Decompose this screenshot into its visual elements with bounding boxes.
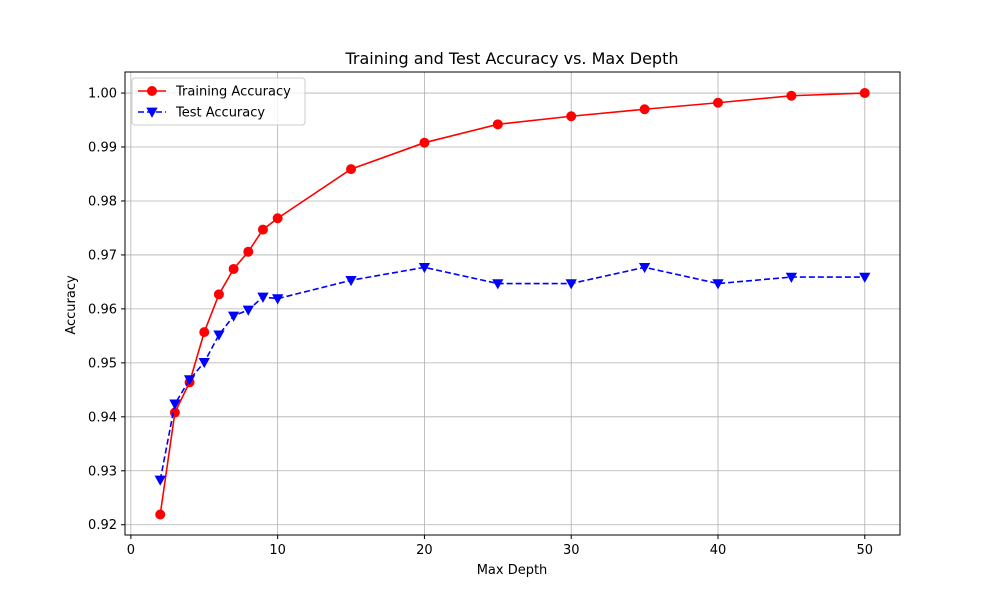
series-layer	[154, 88, 871, 520]
legend-entry: Training Accuracy	[138, 85, 291, 100]
series-training-accuracy	[155, 88, 870, 520]
data-point	[272, 213, 283, 224]
legend-box	[131, 77, 306, 126]
data-point	[243, 246, 254, 257]
legend: Training Accuracy Test Accuracy	[131, 77, 306, 126]
data-point	[492, 279, 504, 290]
plot-area	[125, 72, 900, 535]
data-point	[228, 263, 239, 274]
data-point	[565, 279, 577, 290]
y-axis-label: Accuracy	[64, 275, 79, 335]
data-point	[213, 330, 225, 341]
data-point	[566, 111, 577, 122]
data-point	[155, 509, 166, 520]
x-tick-label: 30	[563, 543, 580, 558]
data-point	[272, 294, 284, 305]
data-point	[257, 224, 268, 235]
data-point	[257, 292, 269, 303]
y-tick-label: 0.93	[88, 464, 117, 479]
data-point	[638, 263, 651, 274]
x-tick-label: 10	[269, 543, 286, 558]
grid	[125, 72, 900, 535]
data-point	[169, 399, 181, 410]
legend-marker	[146, 107, 158, 118]
legend-label: Training Accuracy	[175, 85, 291, 100]
data-point	[346, 164, 357, 175]
y-tick-label: 0.94	[88, 410, 117, 425]
y-tick-label: 0.95	[88, 356, 117, 371]
data-point	[859, 88, 870, 99]
data-point	[859, 272, 871, 283]
data-point	[183, 375, 196, 386]
data-point	[198, 357, 210, 369]
legend-label: Test Accuracy	[175, 106, 265, 121]
x-tick-label: 50	[856, 543, 873, 558]
y-tick-label: 0.96	[88, 302, 117, 317]
y-tick-label: 0.98	[88, 194, 117, 209]
data-point	[418, 263, 431, 274]
chart-title: Training and Test Accuracy vs. Max Depth	[344, 49, 678, 68]
data-point	[712, 279, 724, 290]
data-point	[227, 311, 240, 322]
data-point	[785, 272, 798, 283]
y-tick-label: 0.92	[88, 518, 117, 533]
data-point	[786, 90, 797, 101]
data-point	[242, 305, 254, 316]
series-test-accuracy	[154, 263, 871, 486]
y-tick-label: 1.00	[88, 87, 117, 102]
data-point	[639, 104, 650, 115]
data-point	[213, 289, 224, 300]
data-point	[199, 327, 210, 338]
x-axis-label: Max Depth	[477, 563, 548, 578]
x-tick-label: 40	[710, 543, 727, 558]
series-line	[159, 266, 865, 481]
data-point	[712, 97, 723, 108]
data-point	[345, 275, 357, 287]
y-tick-label: 0.99	[88, 141, 117, 156]
data-point	[419, 137, 430, 148]
plot-frame	[124, 71, 901, 536]
legend-marker	[147, 86, 157, 96]
y-tick-label: 0.97	[88, 248, 117, 263]
data-point	[492, 119, 503, 130]
x-tick-label: 20	[416, 543, 433, 558]
legend-entry: Test Accuracy	[138, 106, 265, 121]
data-point	[154, 475, 166, 486]
x-tick-label: 0	[127, 543, 135, 558]
ticks: 0 10 20 30 40 50 0.92 0.93 0.94 0.95 0.96 0.97 0.98 0…	[88, 87, 873, 558]
